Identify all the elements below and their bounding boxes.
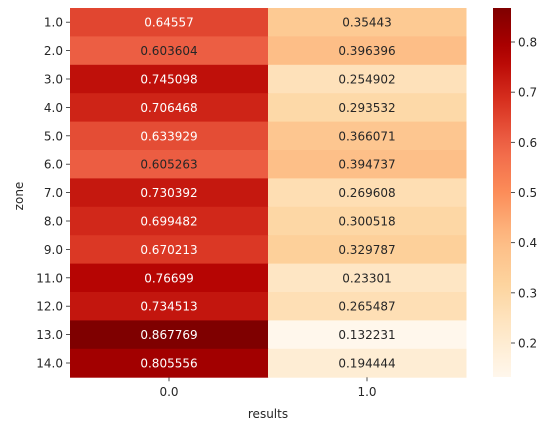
cell-value-label: 0.366071 [338, 129, 395, 143]
cell-value-label: 0.265487 [338, 300, 395, 314]
colorbar-tick-label: 0.6 [518, 136, 537, 150]
x-tick-label: 1.0 [357, 385, 376, 399]
cell-value-label: 0.867769 [140, 328, 197, 342]
y-tick-label: 7.0 [44, 186, 63, 200]
cell-value-label: 0.699482 [140, 215, 197, 229]
heatmap-cell [70, 8, 269, 37]
y-tick-label: 6.0 [44, 158, 63, 172]
heatmap-cells [70, 8, 467, 378]
colorbar-tick-label: 0.4 [518, 236, 537, 250]
cell-value-label: 0.396396 [338, 44, 395, 58]
colorbar-ticks: 0.2 0.3 0.4 0.5 0.6 0.7 0.8 [511, 35, 537, 351]
cell-value-label: 0.603604 [140, 44, 197, 58]
x-axis-label: results [248, 407, 288, 421]
cell-value-label: 0.293532 [338, 101, 395, 115]
heatmap-cell [70, 121, 269, 151]
heatmap-cell [268, 320, 467, 350]
heatmap-cell [268, 121, 467, 151]
cell-value-label: 0.734513 [140, 300, 197, 314]
heatmap-cell [70, 320, 269, 350]
heatmap-cell [268, 235, 467, 265]
colorbar-tick-label: 0.7 [518, 86, 537, 100]
cell-value-label: 0.300518 [338, 215, 395, 229]
y-tick-label: 12.0 [36, 300, 63, 314]
cell-value-label: 0.633929 [140, 129, 197, 143]
heatmap-cell [268, 64, 467, 94]
cell-value-label: 0.64557 [144, 16, 194, 30]
heatmap-cell [70, 178, 269, 208]
heatmap-cell [70, 348, 269, 378]
colorbar [493, 8, 511, 377]
y-tick-label: 4.0 [44, 101, 63, 115]
heatmap-cell [268, 8, 467, 37]
y-tick-label: 1.0 [44, 16, 63, 30]
cell-value-label: 0.670213 [140, 243, 197, 257]
heatmap-cell [268, 178, 467, 208]
heatmap-cell-labels: 0.64557 0.35443 0.603604 0.396396 0.745098 0.… [140, 16, 395, 371]
heatmap-cell [268, 150, 467, 179]
y-tick-label: 14.0 [36, 357, 63, 371]
y-tick-label: 3.0 [44, 73, 63, 87]
cell-value-label: 0.745098 [140, 73, 197, 87]
y-tick-label: 2.0 [44, 44, 63, 58]
x-tick-label: 0.0 [159, 385, 178, 399]
cell-value-label: 0.805556 [140, 357, 197, 371]
cell-value-label: 0.254902 [338, 73, 395, 87]
heatmap-cell [70, 64, 269, 94]
heatmap-cell [268, 36, 467, 66]
colorbar-tick-label: 0.8 [518, 35, 537, 49]
cell-value-label: 0.76699 [144, 271, 194, 285]
cell-value-label: 0.132231 [338, 328, 395, 342]
y-axis-ticks: 1.0 2.0 3.0 4.0 5.0 6.0 7.0 8.0 9.0 11.0 12.0 13.0 1… [36, 16, 70, 371]
heatmap-cell [70, 263, 269, 293]
y-axis-label: zone [12, 182, 26, 211]
cell-value-label: 0.394737 [338, 158, 395, 172]
heatmap-cell [268, 292, 467, 321]
heatmap-cell [268, 93, 467, 123]
x-axis-ticks: 0.0 1.0 [159, 377, 377, 399]
colorbar-tick-label: 0.5 [518, 186, 537, 200]
heatmap-cell [268, 263, 467, 293]
cell-value-label: 0.730392 [140, 186, 197, 200]
cell-value-label: 0.706468 [140, 101, 197, 115]
heatmap-cell [268, 348, 467, 378]
y-tick-label: 13.0 [36, 328, 63, 342]
y-tick-label: 5.0 [44, 129, 63, 143]
cell-value-label: 0.605263 [140, 158, 197, 172]
heatmap-cell [70, 36, 269, 66]
heatmap-cell [70, 206, 269, 236]
y-tick-label: 8.0 [44, 215, 63, 229]
colorbar-tick-label: 0.3 [518, 286, 537, 300]
cell-value-label: 0.329787 [338, 243, 395, 257]
heatmap-cell [70, 235, 269, 265]
cell-value-label: 0.194444 [338, 357, 395, 371]
y-tick-label: 11.0 [36, 271, 63, 285]
heatmap-cell [70, 93, 269, 123]
heatmap-cell [70, 292, 269, 321]
colorbar-tick-label: 0.2 [518, 337, 537, 351]
heatmap-cell [70, 150, 269, 179]
cell-value-label: 0.23301 [342, 271, 392, 285]
heatmap-cell [268, 206, 467, 236]
cell-value-label: 0.269608 [338, 186, 395, 200]
cell-value-label: 0.35443 [342, 16, 392, 30]
y-tick-label: 9.0 [44, 243, 63, 257]
